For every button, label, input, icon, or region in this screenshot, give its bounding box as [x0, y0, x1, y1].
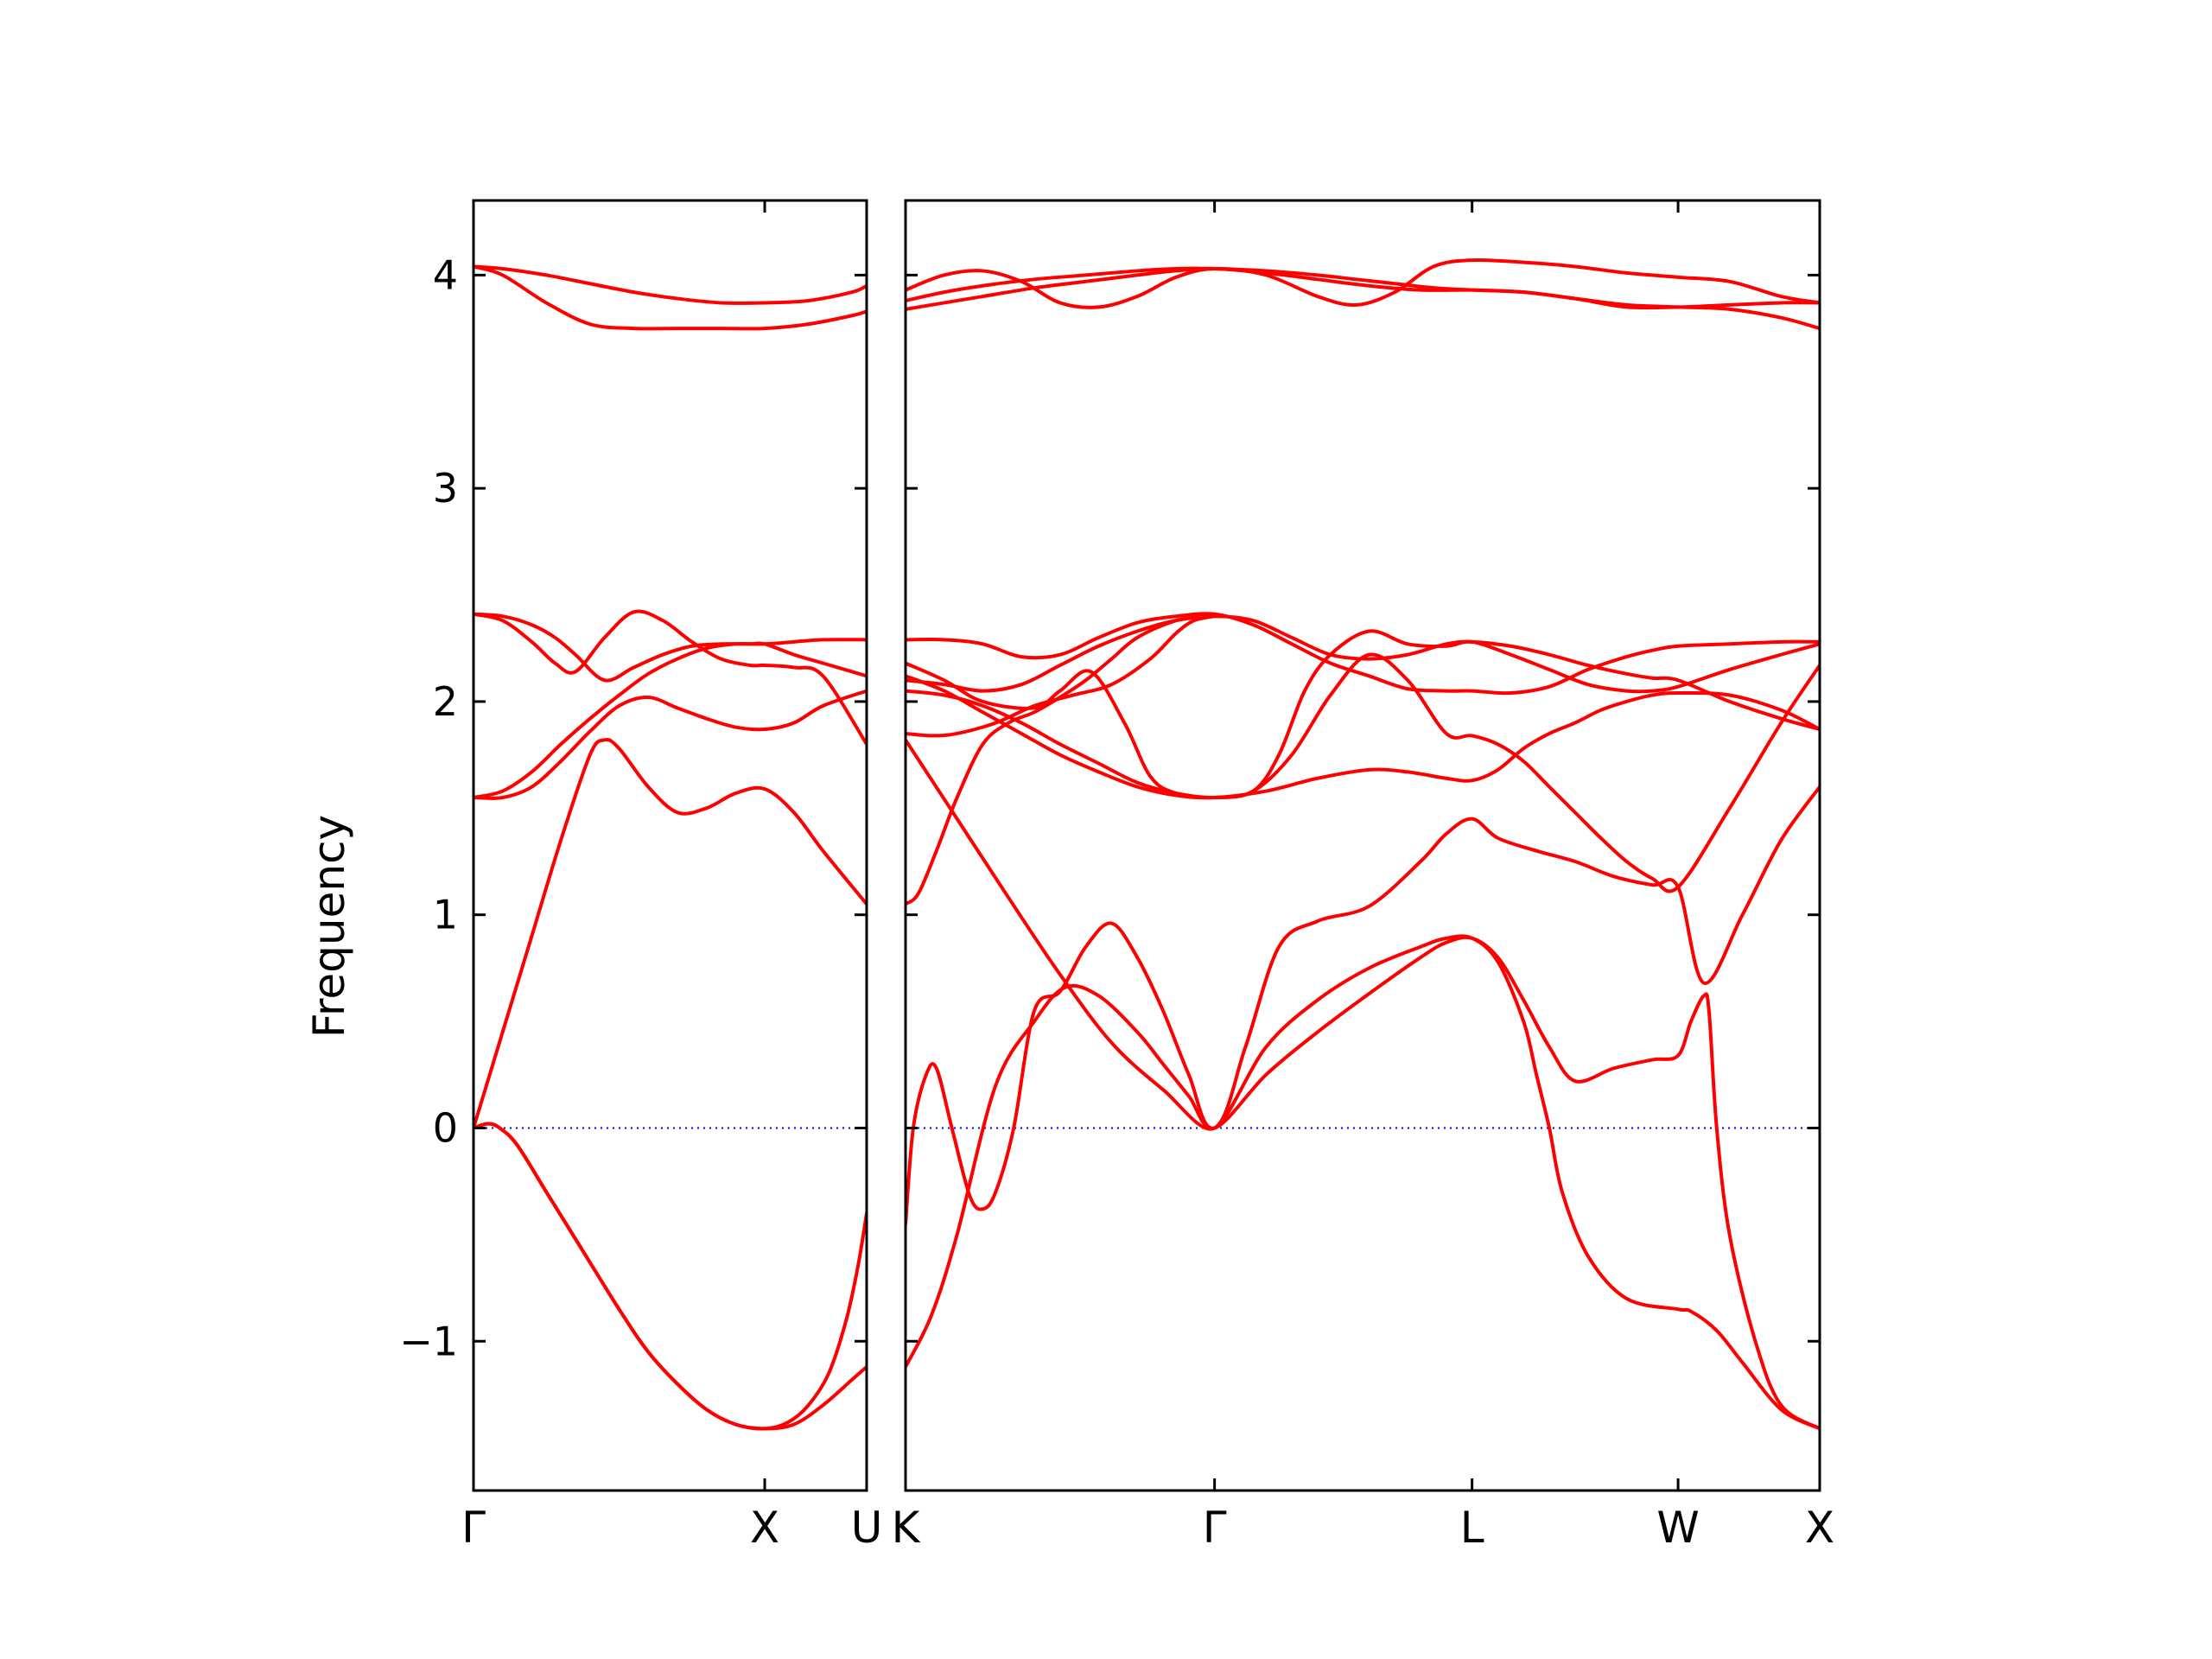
y-tick-label: 0 [433, 1104, 458, 1151]
band-line-2 [906, 257, 1820, 309]
y-tick-label: 4 [433, 251, 458, 298]
band-series-group [906, 257, 1820, 1431]
band-line-1 [474, 264, 867, 305]
x-tick-label: X [1805, 1503, 1834, 1553]
x-tick-label: X [750, 1503, 779, 1553]
x-tick-label: U [851, 1503, 883, 1553]
band-line-5 [906, 614, 1820, 732]
band-line-2 [474, 264, 867, 331]
y-tick-label: −1 [399, 1318, 458, 1364]
y-tick-label: 3 [433, 465, 458, 512]
band-line-9 [906, 614, 1217, 738]
band-line-7 [906, 674, 1820, 800]
band-line-11 [906, 738, 1820, 1131]
band-line-10 [906, 612, 1217, 906]
x-tick-label: W [1656, 1503, 1699, 1553]
band-line-6 [474, 689, 867, 800]
axes-frame [904, 199, 1821, 1492]
x-tick-label: K [892, 1503, 921, 1553]
band-line-7 [474, 738, 867, 1130]
x-tick-label: L [1460, 1503, 1484, 1553]
band-line-5 [474, 638, 867, 799]
band-line-8 [906, 652, 1820, 893]
band-line-3 [474, 612, 867, 683]
y-axis-label: Frequency [304, 815, 354, 1038]
x-tick-label: Γ [1203, 1503, 1227, 1553]
band-line-3 [906, 266, 1820, 311]
y-tick-label: 1 [433, 892, 458, 938]
y-tick-label: 2 [433, 678, 458, 725]
axes-frame [472, 199, 868, 1492]
band-line-9 [474, 1122, 867, 1431]
band-line-4 [474, 609, 867, 747]
left-panel: −1 0 1 2 3 4 Γ X U [399, 199, 883, 1553]
band-series-group [474, 264, 867, 1431]
x-tick-label: Γ [461, 1503, 486, 1553]
band-line-13 [906, 921, 1820, 1431]
band-line-6 [906, 629, 1820, 800]
band-line-4 [906, 612, 1820, 696]
